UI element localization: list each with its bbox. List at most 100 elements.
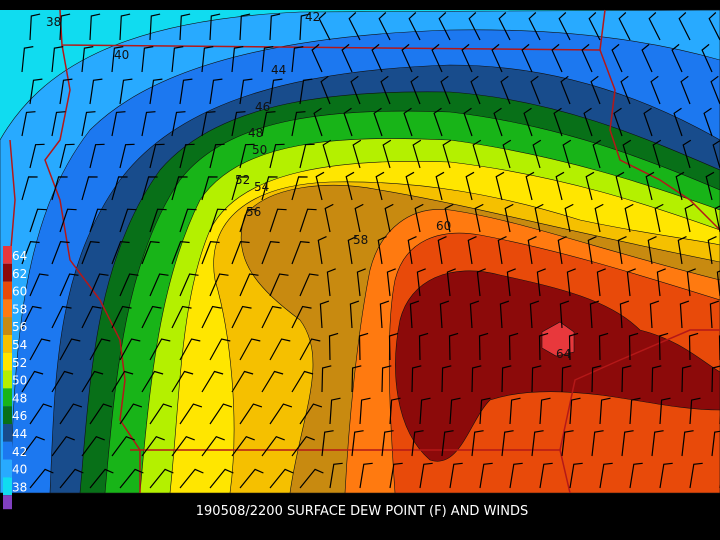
legend-label: 56 bbox=[12, 320, 27, 334]
wind-barb bbox=[171, 370, 194, 393]
wind-barb bbox=[329, 462, 343, 489]
wind-barb bbox=[21, 111, 36, 137]
wind-barb bbox=[29, 273, 49, 297]
legend-label: 48 bbox=[12, 391, 27, 405]
wind-barb bbox=[209, 338, 231, 361]
wind-barb bbox=[291, 176, 308, 201]
wind-barb bbox=[446, 268, 456, 297]
contour-label: 54 bbox=[254, 180, 269, 194]
wind-barb bbox=[239, 13, 251, 41]
wind-barb bbox=[231, 370, 254, 393]
wind-barb bbox=[29, 13, 41, 41]
legend-swatch bbox=[3, 459, 12, 478]
wind-barb bbox=[349, 300, 360, 329]
wind-barb bbox=[629, 462, 643, 489]
wind-barb bbox=[354, 203, 364, 233]
legend-swatch bbox=[3, 424, 12, 442]
wind-barb bbox=[712, 139, 720, 169]
wind-barb bbox=[472, 139, 482, 169]
wind-barb bbox=[209, 403, 233, 425]
wind-barb bbox=[403, 107, 413, 137]
wind-barb bbox=[231, 176, 248, 201]
legend-label: 62 bbox=[12, 267, 27, 281]
wind-barb bbox=[377, 236, 387, 265]
wind-barb bbox=[119, 273, 139, 297]
wind-barb bbox=[261, 305, 282, 329]
wind-barb bbox=[171, 305, 192, 329]
wind-barb bbox=[686, 268, 696, 297]
wind-barb bbox=[408, 12, 421, 41]
wind-barb bbox=[651, 430, 664, 457]
wind-barb bbox=[299, 13, 311, 41]
wind-barb bbox=[29, 78, 43, 105]
wind-barb bbox=[448, 332, 459, 361]
wind-barb bbox=[501, 430, 514, 457]
wind-barb bbox=[708, 12, 720, 41]
contour-label: 52 bbox=[235, 173, 250, 187]
wind-barb bbox=[321, 430, 334, 457]
wind-barb bbox=[558, 12, 571, 41]
wind-barb bbox=[21, 435, 45, 457]
wind-barb bbox=[620, 75, 631, 105]
wind-barb bbox=[599, 462, 613, 489]
wind-barb bbox=[21, 240, 40, 265]
wind-barb bbox=[701, 43, 713, 73]
wind-barb bbox=[209, 208, 227, 233]
wind-barb bbox=[681, 365, 692, 393]
legend-swatch bbox=[3, 299, 12, 318]
wind-barb bbox=[569, 462, 583, 489]
wind-barb bbox=[705, 171, 715, 201]
wind-barb bbox=[291, 111, 306, 137]
wind-barb bbox=[328, 332, 339, 361]
wind-barb bbox=[119, 403, 143, 425]
wind-barb bbox=[449, 462, 463, 489]
wind-barb bbox=[171, 111, 186, 137]
wind-barb bbox=[356, 268, 366, 297]
wind-barb bbox=[497, 236, 507, 265]
wind-barb bbox=[299, 143, 315, 169]
wind-barb bbox=[231, 435, 255, 457]
legend-label: 58 bbox=[12, 302, 27, 316]
wind-barb bbox=[119, 78, 133, 105]
wind-barb bbox=[299, 78, 313, 105]
wind-barb bbox=[553, 107, 563, 137]
wind-barb bbox=[81, 370, 104, 393]
wind-barb bbox=[317, 236, 327, 265]
wind-barb bbox=[618, 12, 631, 41]
wind-barb bbox=[315, 171, 325, 201]
wind-barb bbox=[528, 12, 541, 41]
wind-barb bbox=[386, 268, 396, 297]
wind-barb bbox=[381, 430, 394, 457]
wind-barb bbox=[201, 435, 225, 457]
wind-barb bbox=[201, 46, 214, 73]
wind-barb bbox=[149, 13, 161, 41]
wind-barb bbox=[645, 171, 655, 201]
wind-barb bbox=[269, 13, 281, 41]
wind-barb bbox=[388, 332, 399, 361]
wind-barb bbox=[538, 332, 549, 361]
wind-barb bbox=[624, 203, 634, 233]
wind-barb bbox=[648, 12, 661, 41]
border bbox=[599, 49, 720, 231]
wind-barb bbox=[59, 13, 71, 41]
wind-barb bbox=[463, 107, 473, 137]
wind-barb bbox=[659, 462, 673, 489]
wind-barb bbox=[89, 468, 114, 489]
wind-barb bbox=[382, 139, 392, 169]
wind-barb bbox=[418, 332, 429, 361]
wind-barb bbox=[680, 75, 691, 105]
wind-barb bbox=[81, 46, 94, 73]
wind-barb bbox=[682, 139, 692, 169]
wind-barb bbox=[419, 397, 431, 425]
wind-barb bbox=[525, 171, 535, 201]
wind-barb bbox=[119, 338, 141, 361]
wind-barb bbox=[532, 139, 542, 169]
wind-barb bbox=[384, 203, 394, 233]
wind-barb bbox=[467, 236, 477, 265]
wind-barb bbox=[583, 107, 593, 137]
wind-barb bbox=[555, 171, 565, 201]
wind-barb bbox=[375, 171, 385, 201]
wind-barb bbox=[442, 139, 452, 169]
wind-barb bbox=[590, 75, 601, 105]
wind-barb bbox=[419, 462, 433, 489]
